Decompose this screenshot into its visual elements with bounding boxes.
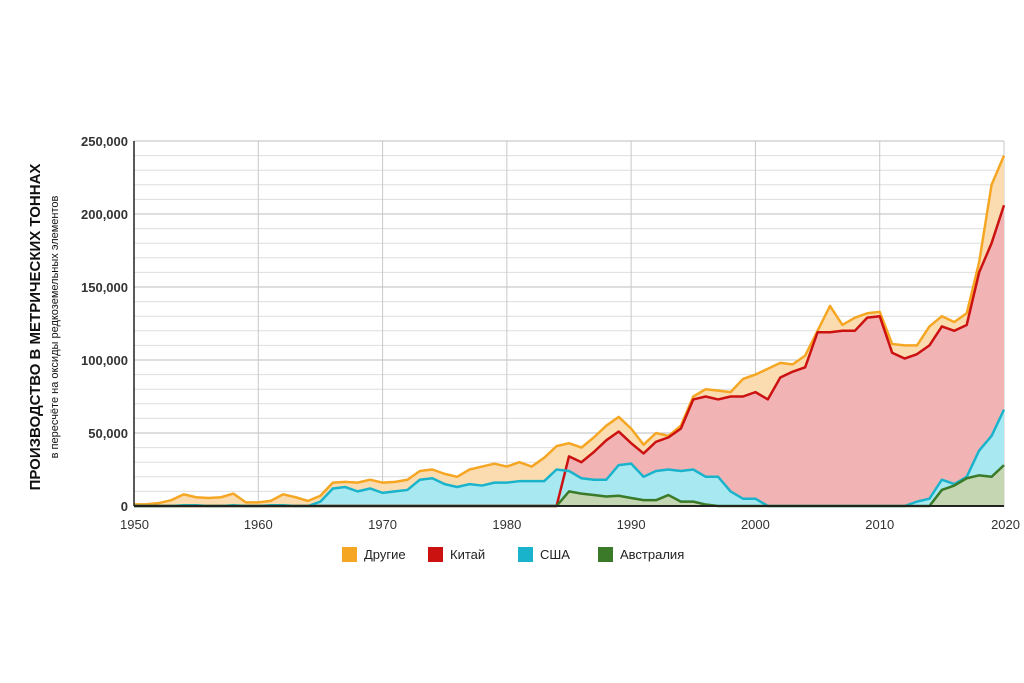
legend-swatch [342, 547, 357, 562]
y-axis-sublabel: в пересчёте на оксиды редкоземельных эле… [49, 195, 61, 458]
x-tick-label: 1990 [617, 517, 646, 532]
x-tick-label: 2000 [741, 517, 770, 532]
legend-label: США [540, 547, 570, 562]
legend-swatch [518, 547, 533, 562]
y-tick-label: 100,000 [81, 353, 128, 368]
legend: Другие Китай США Австралия [342, 547, 684, 562]
area-usa [134, 409, 1004, 506]
x-tick-label: 1950 [120, 517, 149, 532]
x-tick-label: 1980 [492, 517, 521, 532]
x-tick-labels: 1950 1960 1970 1980 1990 2000 2010 2020 [120, 517, 1020, 532]
series-line-others [133, 155, 1006, 506]
legend-label: Австралия [620, 547, 684, 562]
legend-item: Другие [342, 547, 406, 562]
legend-label: Китай [450, 547, 485, 562]
y-tick-label: 200,000 [81, 207, 128, 222]
legend-label: Другие [364, 547, 406, 562]
y-axis-label: ПРОИЗВОДСТВО В МЕТРИЧЕСКИХ ТОННАХ [27, 164, 44, 491]
area-china [134, 205, 1004, 507]
x-tick-label: 1960 [244, 517, 273, 532]
area-australia [134, 465, 1004, 506]
axes [133, 141, 1004, 507]
y-tick-label: 0 [121, 499, 128, 514]
legend-swatch [598, 547, 613, 562]
y-tick-labels: 0 50,000 100,000 150,000 200,000 250,000 [81, 134, 128, 514]
x-tick-label: 1970 [368, 517, 397, 532]
legend-swatch [428, 547, 443, 562]
y-tick-label: 150,000 [81, 280, 128, 295]
y-tick-label: 250,000 [81, 134, 128, 149]
y-tick-label: 50,000 [88, 426, 128, 441]
stacked-areas [134, 155, 1004, 507]
legend-item: Китай [428, 547, 485, 562]
legend-item: США [518, 547, 570, 562]
legend-item: Австралия [598, 547, 684, 562]
x-tick-label: 2020 [991, 517, 1020, 532]
x-tick-label: 2010 [865, 517, 894, 532]
